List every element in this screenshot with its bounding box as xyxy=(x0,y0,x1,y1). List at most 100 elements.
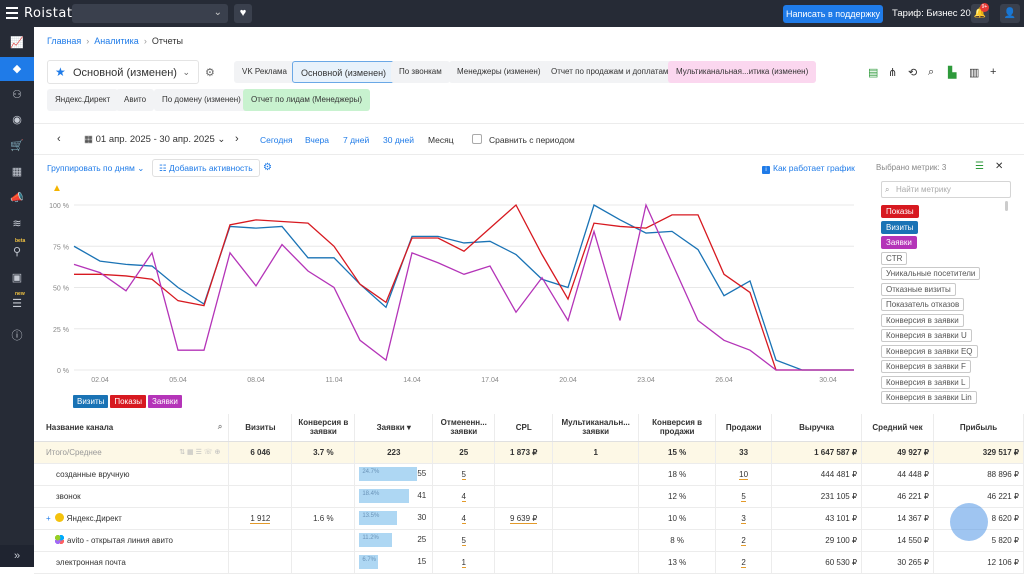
metric-search-input[interactable]: ⌕ Найти метрику xyxy=(881,181,1011,198)
megaphone-icon[interactable]: 📣 xyxy=(10,192,24,204)
inbox-icon[interactable]: ▣ xyxy=(11,272,23,284)
cart-icon[interactable]: 🛒 xyxy=(10,140,24,152)
tariff-label[interactable]: Тариф: Бизнес 20 xyxy=(892,8,971,19)
support-button[interactable]: Написать в поддержку xyxy=(783,5,883,23)
channel-cell[interactable]: электронная почта xyxy=(34,551,230,574)
sales-value[interactable]: 2 xyxy=(741,557,746,568)
channel-cell[interactable]: avito - открытая линия авито xyxy=(34,529,230,552)
stack-icon[interactable]: ≋ xyxy=(12,218,22,230)
cancelled-value[interactable]: 1 xyxy=(461,557,466,568)
search-icon[interactable]: ⌕ xyxy=(928,66,935,78)
col-conv-sales[interactable]: Конверсия в продажи xyxy=(638,414,717,442)
info-icon[interactable]: ⓘ xyxy=(11,330,23,342)
analytics-beta-icon[interactable]: ⚲ xyxy=(12,246,22,258)
tab-multichannel[interactable]: Мультиканальная...итика (изменен) xyxy=(668,61,817,83)
columns-icon[interactable]: ▥ xyxy=(969,67,980,79)
how-chart-works-link[interactable]: i Как работает график xyxy=(762,163,855,174)
quick-yesterday[interactable]: Вчера xyxy=(305,135,329,145)
col-channel[interactable]: Название канала ⌕ xyxy=(34,414,230,442)
expand-icon[interactable]: + xyxy=(46,514,51,523)
breadcrumb-home[interactable]: Главная xyxy=(47,36,82,46)
table-row[interactable]: + Яндекс.Директ 1 912 1.6 % 13.5% 30 4 9 639 ₽ 1… xyxy=(34,507,1024,530)
sitemap-icon[interactable]: ⚇ xyxy=(12,89,22,101)
metric-chip[interactable]: Конверсия в заявки EQ xyxy=(881,344,978,358)
quick-today[interactable]: Сегодня xyxy=(260,135,293,145)
tab-calls[interactable]: По звонкам xyxy=(391,61,450,83)
breadcrumb-analytics[interactable]: Аналитика xyxy=(94,36,139,46)
quick-month[interactable]: Месяц xyxy=(428,135,454,145)
metric-chip[interactable]: Конверсия в заявки xyxy=(881,313,964,327)
star-icon[interactable]: ★ xyxy=(55,65,66,79)
metric-chip[interactable]: CTR xyxy=(881,251,908,265)
tab-managers[interactable]: Менеджеры (изменен) xyxy=(449,61,549,83)
chart-settings-icon[interactable]: ⚙ xyxy=(263,162,272,173)
chart-icon[interactable]: ▙ xyxy=(948,67,957,79)
user-circle-icon[interactable]: ◉ xyxy=(12,114,22,126)
metric-chip[interactable]: Конверсия в заявки L xyxy=(881,375,971,389)
menu-icon[interactable] xyxy=(6,7,18,19)
cancelled-value[interactable]: 4 xyxy=(461,491,466,502)
tab-avito[interactable]: Авито xyxy=(116,89,155,111)
group-by-select[interactable]: Группировать по дням ⌄ xyxy=(47,163,145,173)
warning-icon[interactable]: ▲ xyxy=(52,183,62,194)
cancelled-value[interactable]: 4 xyxy=(461,513,466,524)
logo[interactable]: Roistat xyxy=(24,6,73,21)
metric-chip[interactable]: Заявки xyxy=(881,236,917,249)
metric-chip[interactable]: Конверсия в заявки F xyxy=(881,360,971,373)
search-icon[interactable]: ⌕ xyxy=(217,422,223,431)
col-visits[interactable]: Визиты xyxy=(228,414,293,442)
gear-icon[interactable]: ⚙ xyxy=(205,67,215,79)
next-period-icon[interactable]: › xyxy=(235,133,239,145)
double-chevron-right-icon[interactable]: » xyxy=(0,545,34,567)
col-revenue[interactable]: Выручка xyxy=(771,414,863,442)
table-row[interactable]: avito - открытая линия авито 11.2% 25 5 8 % 2… xyxy=(34,529,1024,552)
row-tools-icon[interactable]: ⇅ ▦ ☰ ☏ ⊕ xyxy=(179,448,221,456)
metric-chip[interactable]: Конверсия в заявки Lin xyxy=(881,391,977,404)
col-multichannel[interactable]: Мультиканальн... заявки xyxy=(552,414,640,442)
tab-main[interactable]: Основной (изменен) xyxy=(292,61,396,83)
metric-chip[interactable]: Показы xyxy=(881,205,919,218)
cpl-value[interactable]: 9 639 ₽ xyxy=(510,513,538,524)
list-icon[interactable]: ☰ xyxy=(975,161,984,172)
help-widget-button[interactable] xyxy=(950,503,988,541)
sales-value[interactable]: 3 xyxy=(741,513,746,524)
visits-value[interactable]: 1 912 xyxy=(250,513,271,524)
export-icon[interactable]: ▤ xyxy=(868,67,879,79)
close-icon[interactable]: ✕ xyxy=(995,161,1004,172)
tab-vk[interactable]: VK Реклама xyxy=(234,61,295,83)
col-conversion[interactable]: Конверсия в заявки xyxy=(291,414,356,442)
add-activity-button[interactable]: ☷ Добавить активность xyxy=(152,159,260,177)
tab-yandex[interactable]: Яндекс.Директ xyxy=(47,89,119,111)
tab-domain[interactable]: По домену (изменен) xyxy=(154,89,249,111)
metric-chip[interactable]: Показатель отказов xyxy=(881,298,965,311)
prev-period-icon[interactable]: ‹ xyxy=(57,133,61,145)
col-avg-check[interactable]: Средний чек xyxy=(861,414,934,442)
metric-chip[interactable]: Уникальные посетители xyxy=(881,267,981,280)
col-sales[interactable]: Продажи xyxy=(715,414,773,442)
col-profit[interactable]: Прибыль xyxy=(933,414,1024,442)
col-cpl[interactable]: CPL xyxy=(494,414,554,442)
channel-cell[interactable]: звонок xyxy=(34,485,230,508)
project-select[interactable]: ⌄ xyxy=(72,4,228,23)
tab-leads[interactable]: Отчет по лидам (Менеджеры) xyxy=(243,89,370,111)
metric-chip[interactable]: Отказные визиты xyxy=(881,282,956,296)
user-icon[interactable]: 👤 xyxy=(1000,4,1020,23)
tab-sales[interactable]: Отчет по продажам и доплатам xyxy=(543,61,677,83)
legend-shows[interactable]: Показы xyxy=(110,395,147,408)
quick-7days[interactable]: 7 дней xyxy=(343,135,370,145)
channel-cell[interactable]: + Яндекс.Директ xyxy=(34,507,230,530)
share-icon[interactable]: ⋔ xyxy=(888,67,898,79)
sales-value[interactable]: 2 xyxy=(741,535,746,546)
sales-value[interactable]: 5 xyxy=(741,491,746,502)
metric-chip[interactable]: Визиты xyxy=(881,220,919,234)
heart-icon[interactable]: ♥ xyxy=(234,4,252,23)
table-row[interactable]: электронная почта 6.7% 15 1 13 % 2 60 530 ₽30 … xyxy=(34,551,1024,574)
plus-icon[interactable]: + xyxy=(990,66,997,78)
quick-30days[interactable]: 30 дней xyxy=(383,135,414,145)
refresh-icon[interactable]: ⟲ xyxy=(908,67,918,79)
col-leads[interactable]: Заявки ▾ xyxy=(354,414,434,442)
sales-value[interactable]: 10 xyxy=(739,469,749,480)
legend-visits[interactable]: Визиты xyxy=(73,395,109,408)
chart-line-icon[interactable]: 📈 xyxy=(10,37,24,49)
table-row[interactable]: звонок 18.4% 41 4 12 % 5 231 105 ₽46 221 ₽46 2… xyxy=(34,485,1024,508)
